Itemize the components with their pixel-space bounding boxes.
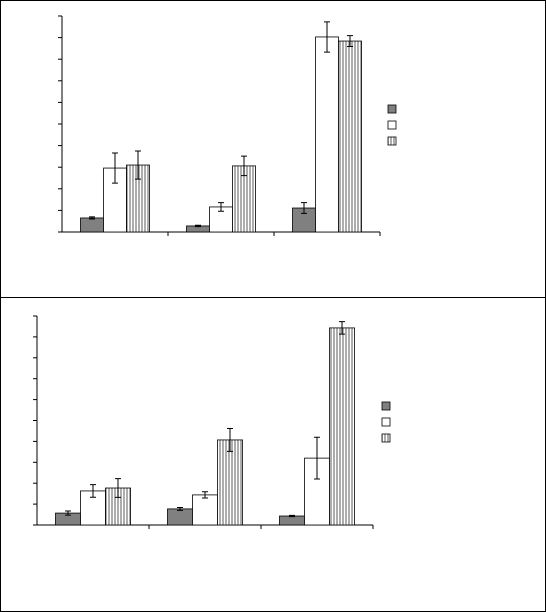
error-bar (324, 21, 330, 53)
error-bar (301, 202, 307, 214)
error-bar (135, 150, 141, 180)
bar (315, 36, 339, 233)
error-bar (227, 427, 233, 452)
bar (192, 494, 218, 526)
error-bar (65, 510, 71, 516)
error-bar (218, 202, 224, 212)
error-bar (177, 506, 183, 511)
error-bar (289, 514, 295, 518)
bar (217, 439, 243, 526)
error-bar (90, 484, 96, 498)
error-bar (195, 224, 201, 228)
panel-border (0, 0, 546, 298)
legend-swatch (381, 433, 391, 443)
legend-swatch (387, 136, 397, 146)
legend-swatch (387, 120, 397, 130)
error-bar (339, 321, 345, 335)
error-bar (347, 35, 353, 47)
error-bar (314, 436, 320, 480)
bar (329, 327, 355, 526)
legend-swatch (381, 417, 391, 427)
legend-swatch (387, 104, 397, 114)
bar (167, 508, 193, 526)
panel-border (0, 297, 546, 612)
error-bar (89, 216, 95, 220)
bar (80, 217, 104, 233)
error-bar (112, 152, 118, 184)
error-bar (115, 478, 121, 498)
legend-swatch (381, 401, 391, 411)
error-bar (202, 491, 208, 499)
bar (279, 515, 305, 526)
error-bar (241, 155, 247, 177)
bar (338, 40, 362, 233)
